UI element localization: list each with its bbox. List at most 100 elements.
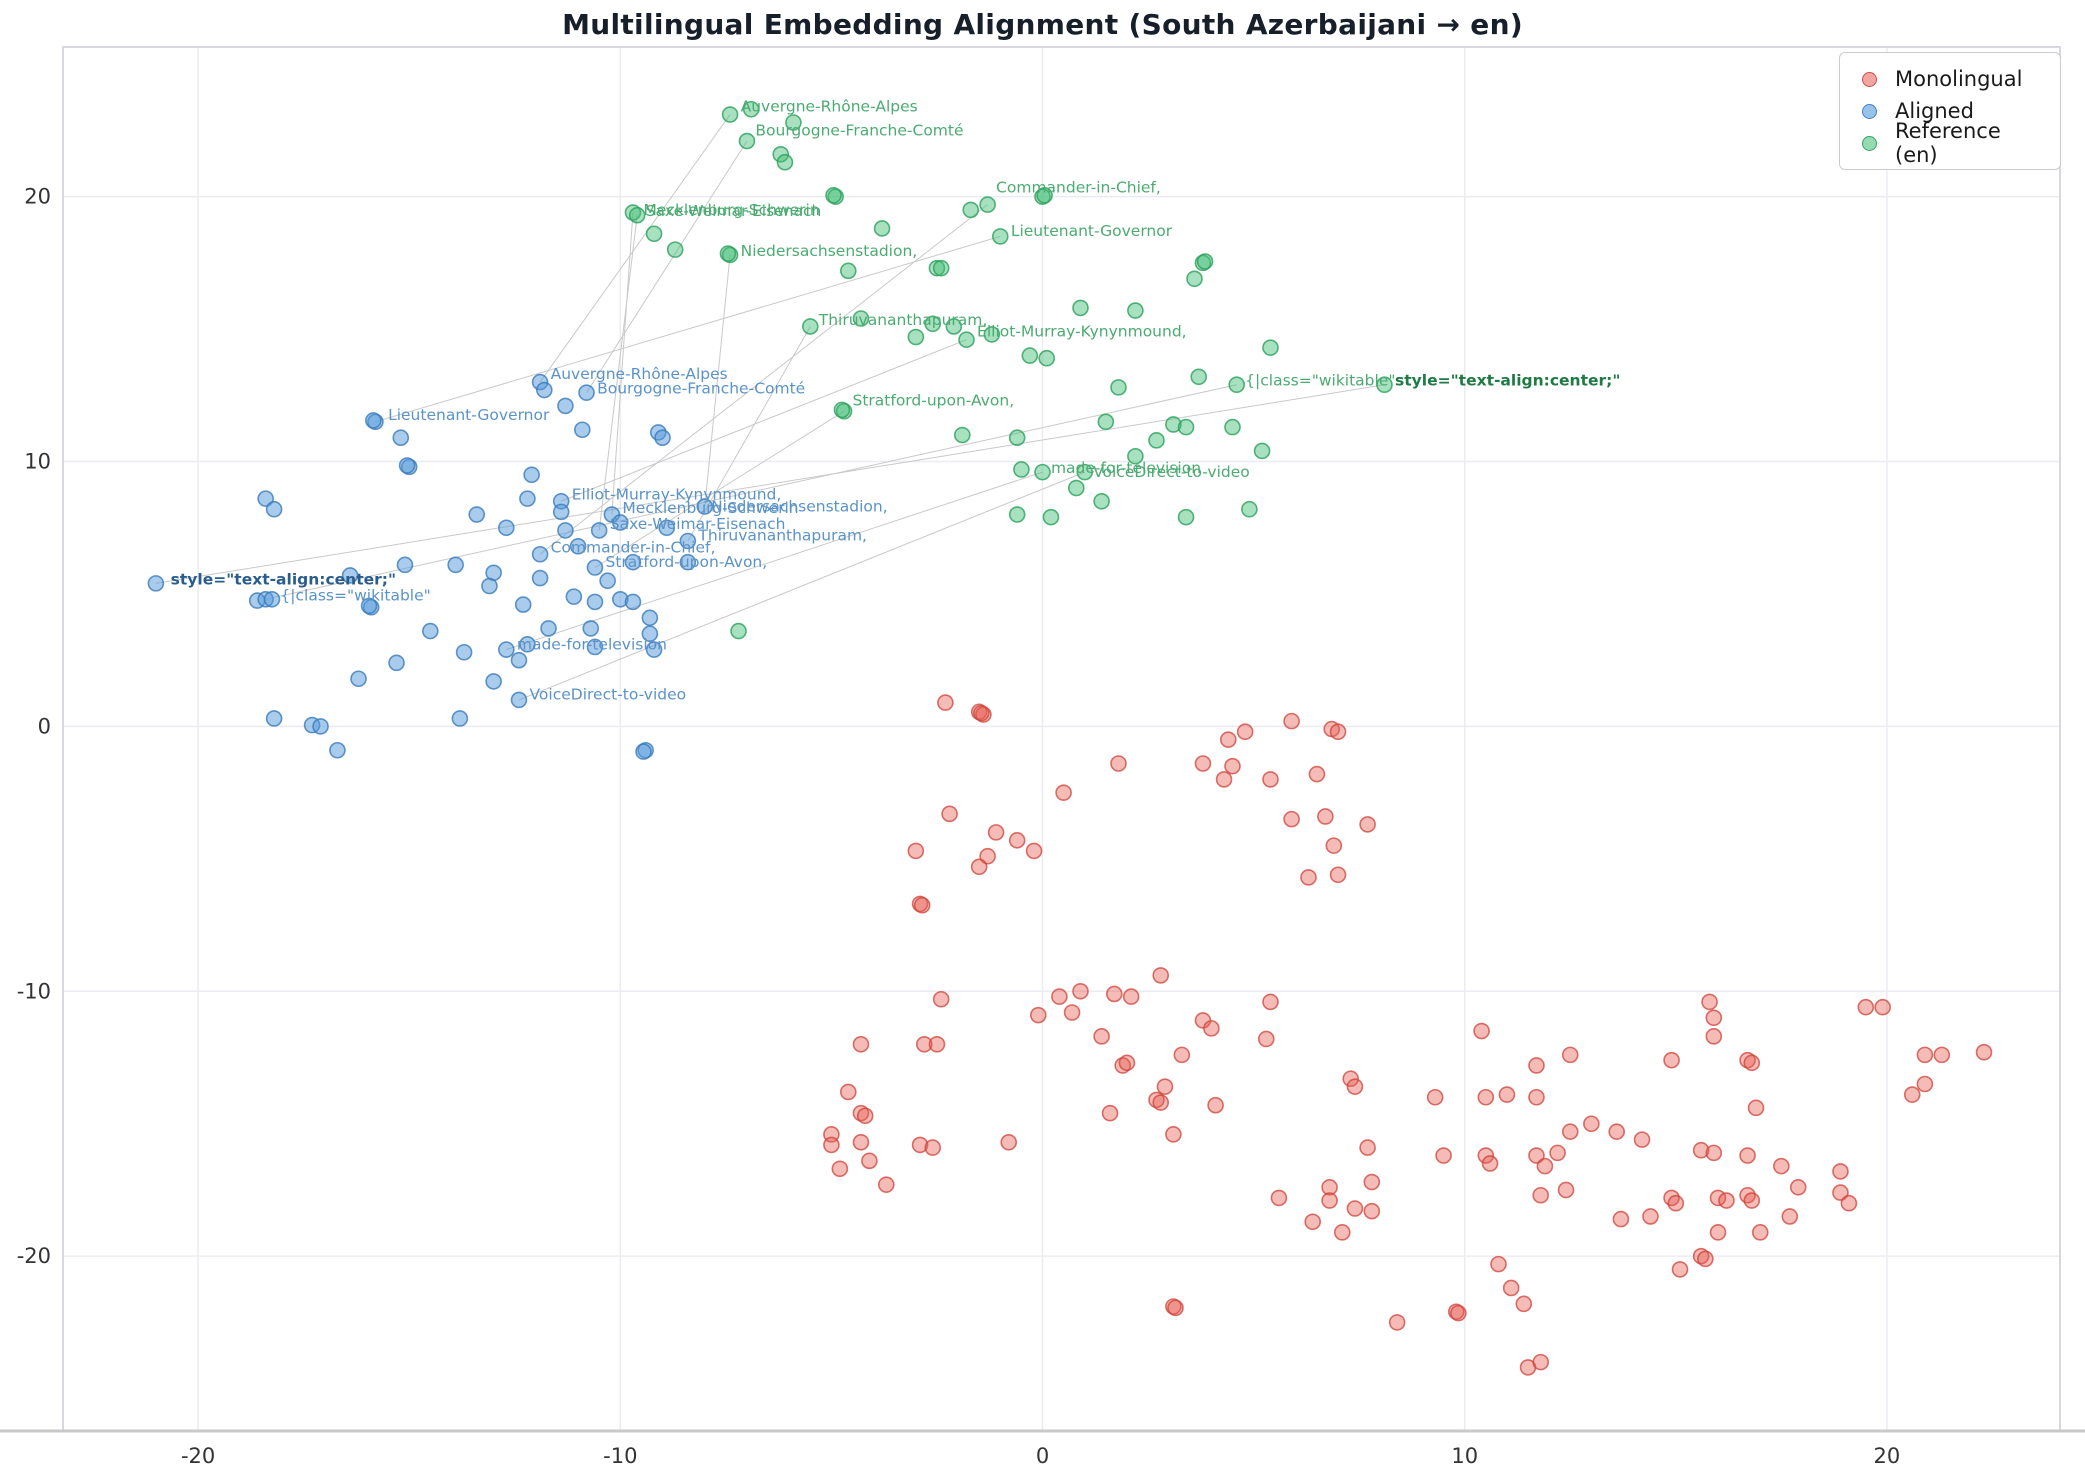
data-point[interactable] (1477, 1088, 1495, 1106)
data-point[interactable] (907, 328, 925, 346)
data-point[interactable] (1110, 379, 1127, 396)
data-point[interactable] (1743, 1054, 1761, 1072)
data-point[interactable] (396, 556, 414, 574)
data-point[interactable] (540, 620, 557, 637)
data-point[interactable] (1283, 810, 1300, 828)
data-point[interactable] (1490, 1255, 1507, 1273)
data-point[interactable] (1363, 1202, 1381, 1220)
data-point[interactable] (1042, 508, 1060, 526)
data-point[interactable] (972, 704, 990, 722)
data-point[interactable] (531, 545, 549, 563)
data-point[interactable] (945, 318, 963, 335)
data-point[interactable] (1224, 418, 1241, 436)
data-point[interactable] (1008, 429, 1026, 446)
data-point[interactable] (1363, 1173, 1381, 1191)
data-point[interactable] (831, 1160, 849, 1178)
data-point[interactable] (392, 429, 410, 446)
data-point[interactable] (913, 896, 931, 914)
data-point[interactable] (852, 1133, 870, 1151)
data-point[interactable] (1008, 832, 1026, 849)
data-point[interactable] (1743, 1192, 1761, 1209)
data-point[interactable] (1857, 998, 1875, 1016)
data-point[interactable] (983, 326, 1001, 343)
data-point[interactable] (1110, 755, 1127, 772)
data-point[interactable] (696, 498, 714, 515)
data-point[interactable] (481, 577, 498, 595)
data-point[interactable] (1067, 479, 1085, 497)
data-point[interactable] (1325, 837, 1343, 854)
data-point[interactable] (1633, 1131, 1651, 1148)
data-point[interactable] (1667, 1194, 1685, 1212)
data-point[interactable] (1194, 755, 1212, 772)
data-point[interactable] (1105, 985, 1123, 1003)
data-point[interactable] (574, 421, 591, 439)
data-point[interactable] (1477, 1147, 1495, 1164)
data-point[interactable] (1177, 418, 1195, 436)
data-point[interactable] (498, 641, 515, 658)
data-point[interactable] (1196, 253, 1214, 270)
data-point[interactable] (586, 593, 604, 611)
data-point[interactable] (730, 622, 747, 640)
data-point[interactable] (1481, 1155, 1499, 1172)
data-point[interactable] (941, 805, 958, 823)
data-point[interactable] (523, 466, 540, 484)
data-point[interactable] (422, 622, 439, 640)
data-point[interactable] (742, 100, 760, 118)
data-point[interactable] (932, 259, 950, 277)
data-point[interactable] (447, 556, 464, 574)
data-point[interactable] (924, 1139, 942, 1156)
data-point[interactable] (1450, 1304, 1467, 1322)
data-point[interactable] (578, 384, 595, 401)
data-point[interactable] (586, 638, 604, 656)
data-point[interactable] (1051, 988, 1068, 1005)
data-point[interactable] (1359, 816, 1376, 833)
data-point[interactable] (1122, 988, 1140, 1005)
data-point[interactable] (839, 1083, 857, 1101)
data-point[interactable] (1528, 1057, 1545, 1074)
legend-item-monolingual[interactable]: Monolingual (1854, 63, 2046, 95)
data-point[interactable] (911, 1136, 929, 1154)
data-point[interactable] (641, 625, 659, 643)
data-point[interactable] (1903, 1086, 1921, 1103)
data-point[interactable] (666, 241, 684, 258)
data-point[interactable] (1426, 1088, 1444, 1106)
data-point[interactable] (1236, 723, 1254, 741)
data-point[interactable] (312, 718, 329, 735)
data-point[interactable] (1127, 302, 1144, 319)
data-point[interactable] (635, 743, 652, 760)
data-point[interactable] (1219, 731, 1237, 748)
data-point[interactable] (1186, 270, 1203, 288)
data-point[interactable] (569, 537, 587, 555)
data-point[interactable] (1167, 1299, 1184, 1317)
data-point[interactable] (823, 1136, 840, 1154)
data-point[interactable] (1190, 368, 1208, 386)
data-point[interactable] (1773, 1157, 1790, 1175)
data-point[interactable] (1262, 339, 1279, 356)
data-point[interactable] (1076, 463, 1094, 481)
data-point[interactable] (801, 318, 819, 335)
data-point[interactable] (1789, 1179, 1807, 1196)
data-point[interactable] (1013, 461, 1030, 478)
data-point[interactable] (979, 847, 996, 865)
data-point[interactable] (263, 590, 281, 608)
data-point[interactable] (1832, 1163, 1849, 1180)
data-point[interactable] (1177, 508, 1195, 526)
data-point[interactable] (599, 572, 616, 590)
data-point[interactable] (1549, 1144, 1566, 1162)
data-point[interactable] (1718, 1192, 1735, 1209)
data-point[interactable] (341, 567, 359, 584)
data-point[interactable] (1072, 299, 1089, 317)
data-point[interactable] (1036, 187, 1053, 204)
data-point[interactable] (1561, 1123, 1579, 1140)
data-point[interactable] (1532, 1186, 1549, 1204)
data-point[interactable] (1705, 1028, 1723, 1045)
data-point[interactable] (514, 596, 532, 613)
data-point[interactable] (852, 1035, 870, 1053)
data-point[interactable] (628, 206, 646, 224)
data-point[interactable] (1152, 1094, 1170, 1111)
data-point[interactable] (645, 641, 663, 658)
data-point[interactable] (1253, 442, 1271, 460)
data-point[interactable] (1156, 1078, 1174, 1095)
data-point[interactable] (1173, 1046, 1191, 1064)
data-point[interactable] (1097, 413, 1115, 431)
